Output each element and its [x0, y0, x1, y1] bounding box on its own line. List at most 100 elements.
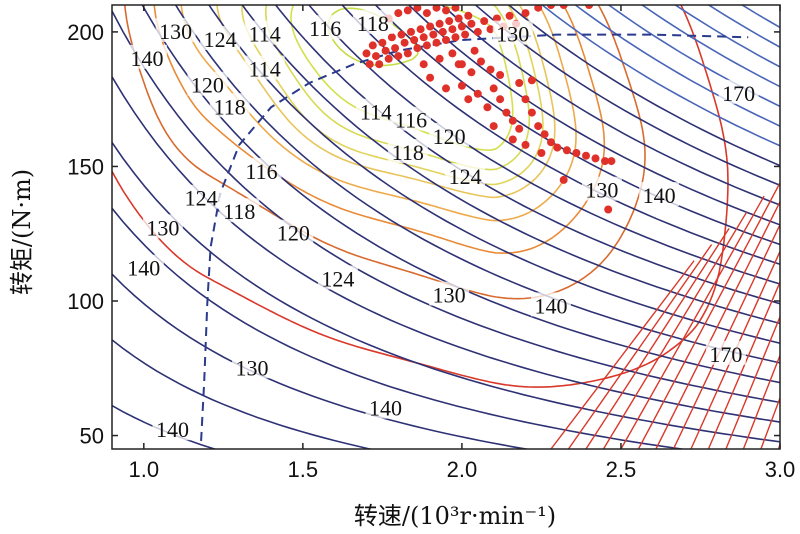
- contour-line-170: [637, 181, 780, 449]
- operating-point: [470, 46, 479, 55]
- operating-point: [607, 157, 616, 166]
- power-curve: [341, 5, 780, 265]
- power-curve: [112, 207, 687, 449]
- operating-point: [604, 205, 613, 214]
- operating-point: [547, 5, 555, 9]
- operating-point: [448, 25, 457, 34]
- operating-point: [391, 44, 400, 53]
- operating-point: [591, 154, 600, 163]
- power-curve: [241, 5, 780, 325]
- operating-point: [448, 49, 457, 58]
- operating-point: [362, 49, 371, 58]
- contour-label: 140: [156, 417, 189, 442]
- y-axis-label: 转矩/(N·m): [8, 169, 36, 295]
- operating-point: [416, 25, 425, 34]
- contour-label-bg: [181, 184, 222, 209]
- operating-point: [508, 116, 517, 125]
- operating-point: [572, 149, 581, 157]
- operating-point: [365, 60, 374, 69]
- operating-point: [601, 157, 609, 166]
- contour-line-170: [567, 244, 713, 449]
- operating-point: [467, 19, 476, 28]
- power-curve: [574, 5, 780, 127]
- contour-line-170: [777, 442, 780, 449]
- operating-point: [483, 103, 492, 112]
- contour-label-bg: [365, 394, 406, 419]
- operating-point: [432, 5, 441, 12]
- contour-label-bg: [244, 55, 285, 80]
- operating-point: [489, 84, 498, 93]
- operating-point: [372, 52, 380, 61]
- operating-point: [426, 22, 435, 31]
- contour-line-170: [725, 314, 780, 449]
- contour-label-bg: [123, 254, 164, 279]
- contour-label: 114: [249, 22, 281, 47]
- contour-label-bg: [244, 20, 285, 45]
- contour-label: 116: [309, 16, 341, 41]
- operating-point: [486, 25, 495, 34]
- contour-label-bg: [705, 340, 746, 365]
- operating-point: [435, 54, 444, 63]
- operating-point: [559, 5, 568, 9]
- operating-point: [454, 60, 463, 69]
- contour-line-170: [742, 353, 780, 449]
- contour-label-bg: [492, 20, 533, 45]
- operating-point: [585, 5, 594, 9]
- operating-point: [534, 122, 543, 131]
- operating-point: [521, 95, 530, 104]
- operating-point: [413, 44, 422, 53]
- contour-label-bg: [387, 139, 428, 163]
- operating-point: [429, 30, 438, 39]
- contour-label: 124: [204, 27, 237, 52]
- y-tick-label: 100: [67, 289, 104, 314]
- contour-label: 124: [449, 164, 482, 189]
- operating-point: [492, 14, 501, 23]
- operating-point: [442, 6, 450, 15]
- contour-label: 140: [643, 183, 676, 208]
- power-curve: [274, 5, 780, 305]
- power-curve: [208, 5, 780, 344]
- contour-label: 130: [235, 355, 268, 380]
- operating-point: [505, 11, 514, 20]
- operating-point: [477, 57, 485, 66]
- operating-point: [553, 143, 562, 152]
- contour-label: 124: [321, 266, 354, 291]
- contour-line-170: [620, 195, 765, 449]
- operating-point: [378, 38, 387, 47]
- operating-point: [515, 124, 524, 133]
- operating-point: [515, 79, 524, 87]
- operating-point: [375, 60, 384, 69]
- dashed-boundary: [200, 33, 749, 441]
- contour-label-bg: [209, 93, 250, 118]
- operating-point: [540, 130, 549, 139]
- x-tick-label: 2.5: [606, 457, 637, 482]
- operating-point: [381, 46, 390, 55]
- contour-label: 170: [709, 342, 742, 367]
- contour-label: 130: [146, 215, 179, 240]
- operating-point: [562, 146, 571, 155]
- operating-point: [445, 17, 454, 26]
- x-tick-label: 1.5: [288, 457, 319, 482]
- contour-label-bg: [200, 25, 241, 50]
- contour-line-170: [672, 223, 780, 449]
- contour-label-bg: [155, 17, 196, 42]
- operating-point: [486, 65, 495, 74]
- x-tick-label: 3.0: [765, 457, 796, 482]
- contour-label: 114: [360, 100, 392, 125]
- operating-point: [410, 36, 419, 44]
- operating-point: [521, 9, 530, 18]
- operating-point: [457, 81, 466, 90]
- contour-label: 118: [357, 11, 389, 36]
- contour-label-bg: [718, 79, 759, 104]
- operating-point: [397, 30, 406, 39]
- operating-point: [394, 52, 403, 61]
- operating-point: [442, 84, 450, 93]
- operating-point: [419, 60, 428, 69]
- operating-point: [403, 6, 412, 15]
- contour-label: 130: [159, 19, 192, 44]
- contour-label-bg: [126, 44, 167, 69]
- operating-point: [419, 33, 428, 42]
- contour-label-bg: [530, 292, 571, 317]
- contour-label-bg: [219, 198, 260, 223]
